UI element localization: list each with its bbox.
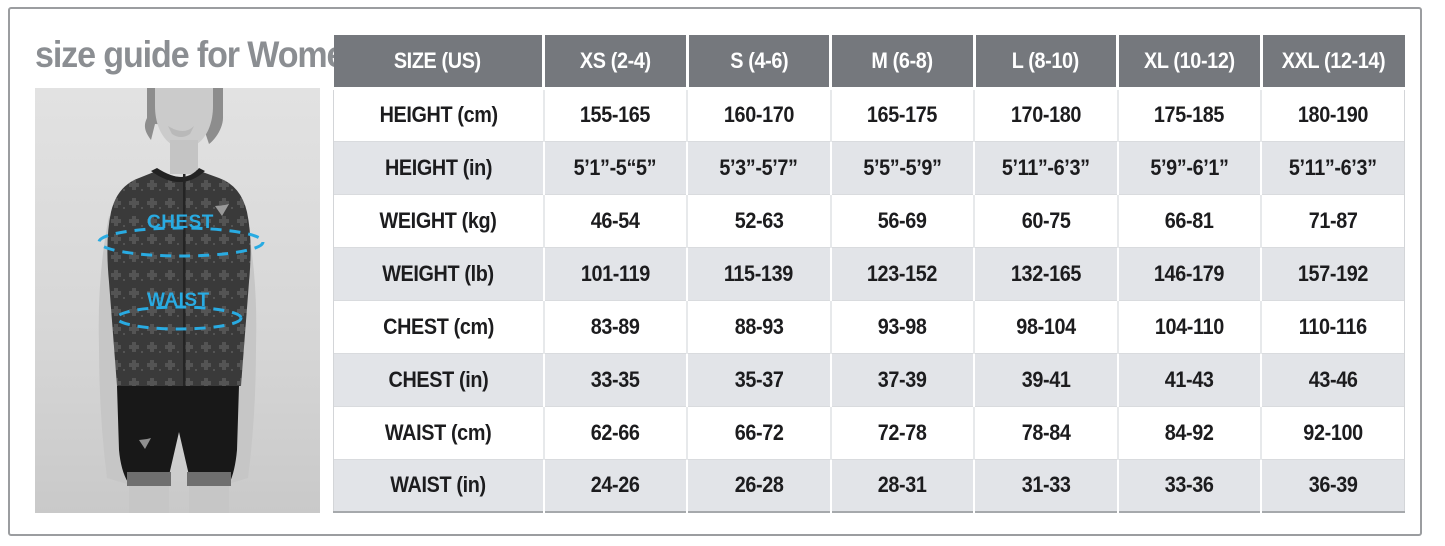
size-value-cell: 31-33 [973,458,1118,512]
size-value-cell: 24-26 [542,458,687,512]
column-header: XS (2-4) [542,35,687,90]
size-value-cell: 101-119 [542,246,687,300]
column-header: XXL (12-14) [1259,35,1405,90]
size-value-cell: 60-75 [973,193,1118,247]
size-value-cell: 35-37 [686,352,831,406]
size-value-cell: 132-165 [973,246,1118,300]
model-photo-illustration: CHEST WAIST [35,88,320,513]
shorts-logo-icon [139,438,151,449]
size-value-cell: 157-192 [1260,246,1405,300]
row-label: WEIGHT (lb) [333,246,544,300]
size-value-cell: 66-81 [1116,193,1261,247]
row-label: WEIGHT (kg) [333,193,544,247]
size-value-cell: 56-69 [829,193,974,247]
table-row: WAIST (cm) 62-66 66-72 72-78 78-84 84-92 92-10… [333,405,1405,459]
size-value-cell: 41-43 [1116,352,1261,406]
size-value-cell: 78-84 [973,405,1118,459]
jersey-collar [151,168,205,182]
size-value-cell: 26-28 [686,458,831,512]
size-value-cell: 39-41 [973,352,1118,406]
size-table-wrap: SIZE (US) XS (2-4) S (4-6) M (6-8) L (8-10) X… [333,35,1405,513]
size-value-cell: 115-139 [686,246,831,300]
size-value-cell: 84-92 [1116,405,1261,459]
size-value-cell: 33-36 [1116,458,1261,512]
left-leg-band [127,472,171,486]
size-value-cell: 28-31 [829,458,974,512]
size-value-cell: 5’1”-5“5” [542,140,687,194]
row-label: HEIGHT (cm) [333,88,544,141]
size-value-cell: 46-54 [542,193,687,247]
size-value-cell: 72-78 [829,405,974,459]
row-label: CHEST (in) [333,352,544,406]
size-value-cell: 160-170 [686,88,831,141]
size-value-cell: 92-100 [1260,405,1405,459]
table-row: HEIGHT (cm) 155-165 160-170 165-175 170-180 1… [333,88,1405,141]
size-value-cell: 5’11”-6’3” [973,140,1118,194]
chest-measure-ellipse [97,226,265,258]
chin-shadow [168,126,194,137]
column-header: L (8-10) [972,35,1118,90]
row-label: CHEST (cm) [333,299,544,353]
size-value-cell: 83-89 [542,299,687,353]
size-value-cell: 71-87 [1260,193,1405,247]
row-label: WAIST (in) [333,458,544,512]
jersey [107,170,251,386]
size-value-cell: 98-104 [973,299,1118,353]
row-label: HEIGHT (in) [333,140,544,194]
size-table-header: SIZE (US) XS (2-4) S (4-6) M (6-8) L (8-10) X… [333,35,1405,90]
left-leg [129,486,169,513]
column-header: M (6-8) [829,35,974,90]
table-row: WAIST (in) 24-26 26-28 28-31 31-33 33-36 36-39 [333,458,1405,512]
waist-measure-ellipse [115,305,243,331]
face [155,88,213,148]
size-value-cell: 33-35 [542,352,687,406]
size-value-cell: 146-179 [1116,246,1261,300]
table-row: CHEST (cm) 83-89 88-93 93-98 98-104 104-110 11… [333,299,1405,353]
right-leg [189,486,229,513]
column-header-size: SIZE (US) [333,35,544,90]
size-value-cell: 66-72 [686,405,831,459]
model-photo: CHEST WAIST [35,88,320,513]
header-row: SIZE (US) XS (2-4) S (4-6) M (6-8) L (8-10) X… [333,35,1405,90]
table-row: WEIGHT (kg) 46-54 52-63 56-69 60-75 66-81 71-8… [333,193,1405,247]
column-header: XL (10-12) [1116,35,1261,90]
size-value-cell: 36-39 [1260,458,1405,512]
size-value-cell: 62-66 [542,405,687,459]
size-value-cell: 37-39 [829,352,974,406]
size-value-cell: 165-175 [829,88,974,141]
size-value-cell: 110-116 [1260,299,1405,353]
size-value-cell: 5’3”-5’7” [686,140,831,194]
size-value-cell: 170-180 [973,88,1118,141]
table-row: WEIGHT (lb) 101-119 115-139 123-152 132-165 1… [333,246,1405,300]
table-row: HEIGHT (in) 5’1”-5“5” 5’3”-5’7” 5’5”-5’9” 5’… [333,140,1405,194]
right-leg-band [187,472,231,486]
chest-label: CHEST [147,212,214,233]
shorts [117,386,239,484]
size-value-cell: 123-152 [829,246,974,300]
row-label: WAIST (cm) [333,405,544,459]
size-value-cell: 180-190 [1260,88,1405,141]
waist-label: WAIST [147,290,210,311]
column-header: S (4-6) [685,35,831,90]
size-value-cell: 155-165 [542,88,687,141]
size-value-cell: 88-93 [686,299,831,353]
jersey-zipper [183,174,186,386]
size-value-cell: 175-185 [1116,88,1261,141]
size-table: SIZE (US) XS (2-4) S (4-6) M (6-8) L (8-10) X… [333,35,1405,513]
size-value-cell: 43-46 [1260,352,1405,406]
size-value-cell: 93-98 [829,299,974,353]
table-row: CHEST (in) 33-35 35-37 37-39 39-41 41-43 43-46 [333,352,1405,406]
size-table-body: HEIGHT (cm) 155-165 160-170 165-175 170-180 1… [333,88,1405,512]
size-value-cell: 5’5”-5’9” [829,140,974,194]
jersey-logo-icon [215,204,229,216]
size-value-cell: 5’11”-6’3” [1260,140,1405,194]
size-value-cell: 104-110 [1116,299,1261,353]
size-value-cell: 52-63 [686,193,831,247]
size-value-cell: 5’9”-6’1” [1116,140,1261,194]
neck [170,140,198,174]
page-title: size guide for Women [35,34,365,75]
